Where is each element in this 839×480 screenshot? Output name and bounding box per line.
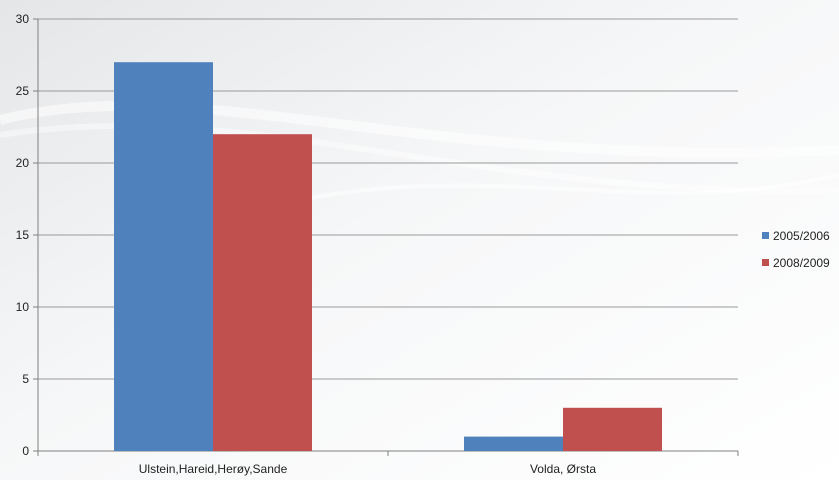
legend-label: 2005/2006 <box>773 229 830 243</box>
y-tick-label: 15 <box>16 228 30 242</box>
bar <box>114 62 213 451</box>
y-tick-label: 0 <box>22 444 29 458</box>
background-swoosh <box>0 100 839 158</box>
background-swoosh <box>0 122 839 194</box>
bar <box>563 407 662 451</box>
y-tick-label: 20 <box>16 156 30 170</box>
legend-label: 2008/2009 <box>773 256 830 270</box>
y-tick-label: 10 <box>16 300 30 314</box>
background-swoosh <box>299 173 839 202</box>
bar <box>213 134 312 451</box>
legend-swatch <box>762 232 769 239</box>
x-category-label: Volda, Ørsta <box>530 462 596 476</box>
y-tick-label: 30 <box>16 12 30 26</box>
y-tick-label: 25 <box>16 84 30 98</box>
bar <box>464 436 563 451</box>
y-tick-label: 5 <box>22 372 29 386</box>
legend-swatch <box>762 259 769 266</box>
x-category-label: Ulstein,Hareid,Herøy,Sande <box>139 462 288 476</box>
